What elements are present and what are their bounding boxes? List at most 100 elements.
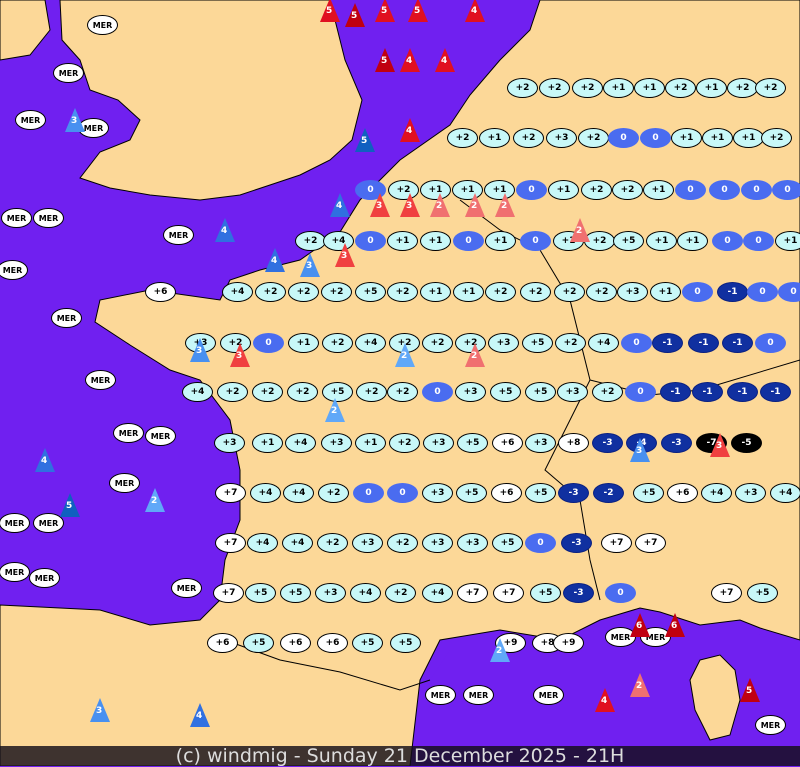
wind-arrow: 4 <box>190 703 210 727</box>
temperature-marker: 0 <box>605 583 636 603</box>
temperature-marker: -2 <box>593 483 624 503</box>
temperature-marker: +8 <box>558 433 589 453</box>
temperature-marker: +6 <box>145 282 176 302</box>
wind-arrow: 2 <box>630 673 650 697</box>
temperature-marker: 0 <box>712 231 743 251</box>
temperature-marker: +7 <box>601 533 632 553</box>
temperature-marker: +4 <box>283 483 314 503</box>
temperature-marker: +2 <box>356 382 387 402</box>
temperature-marker: -3 <box>592 433 623 453</box>
sea-marker: MER <box>171 578 202 598</box>
temperature-marker: -3 <box>558 483 589 503</box>
temperature-marker: +3 <box>422 483 453 503</box>
sea-marker: MER <box>0 562 30 582</box>
temperature-marker: +3 <box>557 382 588 402</box>
temperature-marker: +2 <box>520 282 551 302</box>
temperature-marker: 0 <box>608 128 639 148</box>
temperature-marker: +2 <box>217 382 248 402</box>
wind-speed-label: 4 <box>196 711 203 721</box>
sea-marker: MER <box>85 370 116 390</box>
sea-marker: MER <box>33 513 64 533</box>
wind-speed-label: 4 <box>271 256 278 266</box>
wind-arrow: 2 <box>145 488 165 512</box>
temperature-marker: +2 <box>252 382 283 402</box>
wind-speed-label: 3 <box>716 441 723 451</box>
wind-arrow: 5 <box>355 128 375 152</box>
wind-arrow: 6 <box>665 613 685 637</box>
temperature-marker: +7 <box>635 533 666 553</box>
temperature-marker: +6 <box>280 633 311 653</box>
wind-speed-label: 4 <box>41 456 48 466</box>
temperature-marker: +3 <box>525 433 556 453</box>
temperature-marker: +7 <box>213 583 244 603</box>
wind-speed-label: 6 <box>636 621 643 631</box>
wind-arrow: 2 <box>570 218 590 242</box>
temperature-marker: 0 <box>387 483 418 503</box>
temperature-marker: +4 <box>350 583 381 603</box>
wind-speed-label: 3 <box>306 261 313 271</box>
wind-arrow: 3 <box>300 253 320 277</box>
temperature-marker: +1 <box>603 78 634 98</box>
temperature-marker: +5 <box>633 483 664 503</box>
sea-marker: MER <box>0 260 28 280</box>
wind-arrow: 3 <box>400 193 420 217</box>
temperature-marker: -3 <box>561 533 592 553</box>
wind-speed-label: 2 <box>331 406 338 416</box>
temperature-marker: 0 <box>453 231 484 251</box>
wind-arrow: 4 <box>435 48 455 72</box>
temperature-marker: +3 <box>321 433 352 453</box>
temperature-marker: -1 <box>692 382 723 402</box>
temperature-marker: +2 <box>665 78 696 98</box>
temperature-marker: +6 <box>317 633 348 653</box>
temperature-marker: +1 <box>453 282 484 302</box>
temperature-marker: +4 <box>588 333 619 353</box>
temperature-marker: +6 <box>667 483 698 503</box>
temperature-marker: +5 <box>355 282 386 302</box>
temperature-marker: +5 <box>492 533 523 553</box>
wind-speed-label: 2 <box>496 646 503 656</box>
temperature-marker: 0 <box>525 533 556 553</box>
wind-arrow: 4 <box>400 118 420 142</box>
temperature-marker: +7 <box>457 583 488 603</box>
wind-speed-label: 5 <box>414 6 421 16</box>
temperature-marker: 0 <box>755 333 786 353</box>
wind-speed-label: 3 <box>376 201 383 211</box>
temperature-marker: +3 <box>546 128 577 148</box>
temperature-marker: +5 <box>390 633 421 653</box>
temperature-marker: +2 <box>755 78 786 98</box>
sea-marker: MER <box>33 208 64 228</box>
temperature-marker: +2 <box>572 78 603 98</box>
temperature-marker: +4 <box>250 483 281 503</box>
wind-arrow: 2 <box>395 343 415 367</box>
sea-marker: MER <box>51 308 82 328</box>
temperature-marker: +5 <box>747 583 778 603</box>
sea-marker: MER <box>755 715 786 735</box>
wind-arrow: 4 <box>465 0 485 22</box>
temperature-marker: +4 <box>701 483 732 503</box>
wind-arrow: 2 <box>495 193 515 217</box>
wind-speed-label: 2 <box>501 201 508 211</box>
temperature-marker: +7 <box>711 583 742 603</box>
temperature-marker: 0 <box>709 180 740 200</box>
temperature-marker: -3 <box>563 583 594 603</box>
temperature-marker: 0 <box>625 382 656 402</box>
wind-arrow: 2 <box>430 193 450 217</box>
temperature-marker: 0 <box>682 282 713 302</box>
temperature-marker: 0 <box>355 231 386 251</box>
temperature-marker: +5 <box>525 483 556 503</box>
temperature-marker: +4 <box>770 483 800 503</box>
wind-arrow: 3 <box>335 243 355 267</box>
temperature-marker: +5 <box>490 382 521 402</box>
temperature-marker: +3 <box>455 382 486 402</box>
sea-marker: MER <box>113 423 144 443</box>
temperature-marker: +2 <box>761 128 792 148</box>
temperature-marker: +2 <box>387 382 418 402</box>
sea-marker: MER <box>145 426 176 446</box>
temperature-marker: +2 <box>295 231 326 251</box>
wind-arrow: 5 <box>740 678 760 702</box>
temperature-marker: +4 <box>247 533 278 553</box>
temperature-marker: +6 <box>207 633 238 653</box>
sea-marker: MER <box>87 15 118 35</box>
temperature-marker: +1 <box>548 180 579 200</box>
wind-speed-label: 5 <box>351 11 358 21</box>
